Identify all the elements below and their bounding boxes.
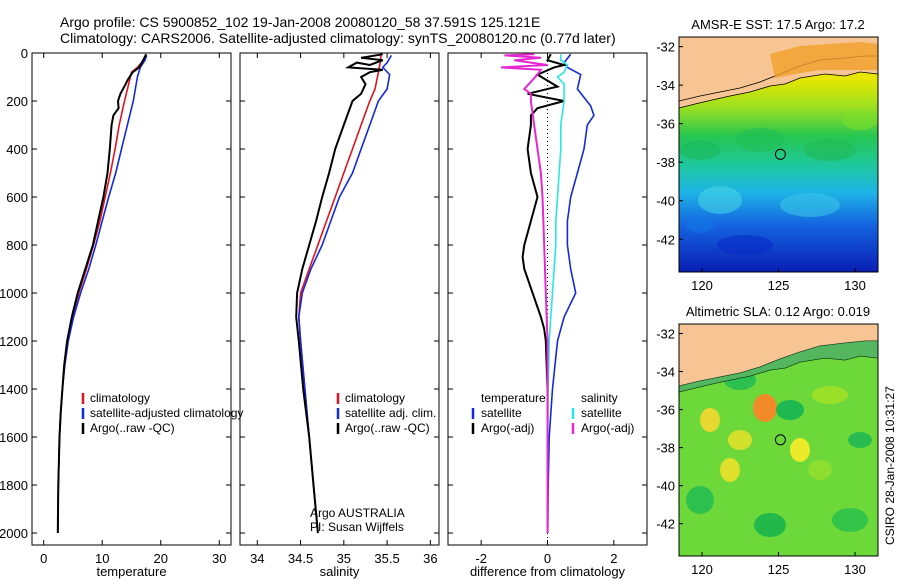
difference-series-line bbox=[546, 54, 569, 534]
salinity-xtick-label: 36 bbox=[423, 551, 437, 566]
difference-series-line bbox=[501, 53, 549, 533]
sla_map-ytick-label: -34 bbox=[656, 365, 675, 380]
sst-coast-land-edge bbox=[679, 71, 878, 109]
salinity-annotation-line: PI: Susan Wijffels bbox=[310, 520, 404, 534]
temperature-xtick-label: 20 bbox=[154, 551, 168, 566]
depth-tick-label: 200 bbox=[6, 94, 28, 109]
sst_map-ytick-label: -36 bbox=[656, 117, 675, 132]
difference-series-line bbox=[521, 53, 569, 533]
temperature-legend-label: satellite-adjusted climatology bbox=[90, 406, 243, 420]
salinity-axes-frame bbox=[239, 52, 440, 546]
sst_map-ytick-label: -40 bbox=[656, 194, 675, 209]
salinity-series-line bbox=[297, 54, 393, 534]
depth-tick-label: 800 bbox=[6, 238, 28, 253]
temperature-series-line bbox=[57, 55, 148, 534]
sla-argo-marker bbox=[774, 434, 786, 446]
depth-tick-label: 2000 bbox=[0, 526, 28, 541]
sla_map-ytick-label: -38 bbox=[656, 441, 675, 456]
temperature-series-line bbox=[56, 53, 148, 534]
sla_map-xtick-label: 130 bbox=[844, 562, 866, 577]
sla-shelf-band bbox=[679, 341, 878, 392]
depth-tick-label: 1600 bbox=[0, 430, 28, 445]
salinity-legend-label: Argo(..raw -QC) bbox=[345, 421, 430, 435]
temperature-legend-label: Argo(..raw -QC) bbox=[90, 421, 175, 435]
depth-tick-label: 1000 bbox=[0, 286, 28, 301]
sst-warm-patch bbox=[770, 42, 878, 78]
sst-argo-marker bbox=[774, 148, 786, 160]
depth-tick-label: 0 bbox=[21, 46, 28, 61]
sst_map-xtick-label: 125 bbox=[768, 278, 790, 293]
sla_map-xtick-label: 125 bbox=[768, 562, 790, 577]
salinity-xtick-label: 34 bbox=[250, 551, 264, 566]
temperature-xtick-label: 30 bbox=[212, 551, 226, 566]
sla-map-panel: Altimetric SLA: 0.12 Argo: 0.019 bbox=[656, 304, 879, 577]
sst-field-texture bbox=[680, 110, 878, 255]
side-timestamp: CSIRO 28-Jan-2008 10:31:27 bbox=[883, 386, 897, 545]
sst_map-ytick-label: -42 bbox=[656, 232, 675, 247]
difference-legend-group-title: salinity bbox=[581, 391, 618, 405]
depth-tick-label: 1200 bbox=[0, 334, 28, 349]
salinity-xlabel: salinity bbox=[320, 564, 360, 579]
temperature-axes-frame bbox=[31, 52, 232, 546]
sst_map-ytick-label: -38 bbox=[656, 155, 675, 170]
salinity-xtick-label: 35 bbox=[337, 551, 351, 566]
difference-legend-label: satellite bbox=[581, 406, 622, 420]
salinity-profile-panel: 34 34.5 35 35.5 36 salinity climatologysatelli… bbox=[239, 52, 440, 579]
sla_map-xtick-label: 120 bbox=[691, 562, 713, 577]
temperature-legend-label: climatology bbox=[90, 391, 150, 405]
depth-tick-label: 1800 bbox=[0, 478, 28, 493]
difference-legend-label: Argo(-adj) bbox=[481, 421, 534, 435]
difference-xtick-label: 0 bbox=[544, 551, 551, 566]
temperature-xlabel: temperature bbox=[96, 564, 166, 579]
sla_map-ytick-label: -40 bbox=[656, 479, 675, 494]
difference-xlabel: difference from climatology bbox=[470, 564, 626, 579]
depth-tick-label: 1400 bbox=[0, 382, 28, 397]
depth-tick-label: 600 bbox=[6, 190, 28, 205]
sla_map-ytick-label: -32 bbox=[656, 327, 675, 342]
salinity-legend-label: satellite adj. clim. bbox=[345, 406, 436, 420]
sla_map-ytick-label: -36 bbox=[656, 403, 675, 418]
temperature-xtick-label: 0 bbox=[40, 551, 47, 566]
sst_map-xtick-label: 130 bbox=[844, 278, 866, 293]
difference-xtick-label: 2 bbox=[610, 551, 617, 566]
salinity-annotation-line: Argo AUSTRALIA bbox=[310, 506, 405, 520]
sla-map-title: Altimetric SLA: 0.12 Argo: 0.019 bbox=[686, 304, 870, 319]
sst_map-ytick-label: -32 bbox=[656, 40, 675, 55]
sst-map-panel: AMSR-E SST: 17.5 Argo: 17.2 120 125 130 -32… bbox=[656, 17, 879, 293]
difference-xtick-label: -2 bbox=[475, 551, 487, 566]
salinity-xtick-label: 34.5 bbox=[288, 551, 313, 566]
difference-series-line bbox=[547, 53, 595, 534]
temperature-xtick-label: 10 bbox=[95, 551, 109, 566]
salinity-legend-label: climatology bbox=[345, 391, 405, 405]
difference-legend-label: satellite bbox=[481, 406, 522, 420]
sst_map-ytick-label: -34 bbox=[656, 78, 675, 93]
figure-title-line1: Argo profile: CS 5900852_102 19-Jan-2008… bbox=[60, 14, 540, 30]
salinity-xtick-label: 35.5 bbox=[374, 551, 399, 566]
temperature-series-line bbox=[57, 55, 147, 534]
sla_map-ytick-label: -42 bbox=[656, 517, 675, 532]
difference-legend-label: Argo(-adj) bbox=[581, 421, 634, 435]
difference-legend-group-title: temperature bbox=[481, 391, 546, 405]
salinity-series-line bbox=[295, 53, 384, 534]
figure-title-line2: Climatology: CARS2006. Satellite-adjuste… bbox=[60, 30, 616, 46]
depth-tick-label: 400 bbox=[6, 142, 28, 157]
sst_map-xtick-label: 120 bbox=[691, 278, 713, 293]
sst-map-title: AMSR-E SST: 17.5 Argo: 17.2 bbox=[691, 17, 864, 32]
temperature-profile-panel: 0 10 20 30 temperature 0 200 400 600 800 1000 1200 1… bbox=[0, 46, 243, 579]
